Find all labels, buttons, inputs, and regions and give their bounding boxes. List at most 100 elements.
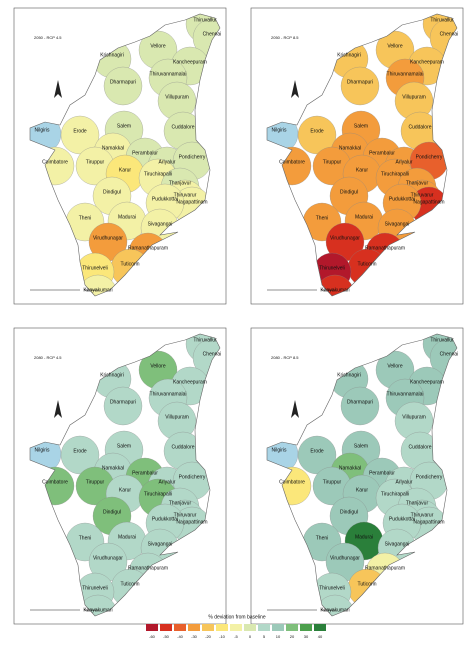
district-label: Ariyalur bbox=[159, 159, 176, 165]
district bbox=[315, 274, 355, 296]
district-label: Villupuram bbox=[165, 94, 189, 100]
legend-label: -30 bbox=[191, 634, 198, 639]
scale-label: Kilometers bbox=[84, 288, 99, 292]
district-label: Cuddalore bbox=[171, 124, 194, 130]
legend-swatch bbox=[202, 624, 214, 631]
district-label: Kanyakumari bbox=[320, 287, 349, 293]
district-label: Coimbatore bbox=[42, 159, 68, 165]
district-label: Tiruppur bbox=[86, 159, 105, 165]
district-label: Thiruvallur bbox=[430, 337, 454, 343]
district-label: Salem bbox=[117, 443, 131, 449]
district-label: Pondicherry bbox=[179, 474, 206, 480]
district-label: Kanyakumari bbox=[83, 287, 112, 293]
district-label: Ariyalur bbox=[159, 479, 176, 485]
district-label: Madurai bbox=[118, 214, 136, 220]
district-label: Dharmapuri bbox=[110, 399, 136, 405]
district-label: Thanjavur bbox=[169, 180, 192, 186]
district-label: Virudhunagar bbox=[330, 555, 360, 561]
district-label: Tiruchirapalli bbox=[381, 491, 409, 497]
district-label: Tiruchirapalli bbox=[381, 171, 409, 177]
district-label: Kanyakumari bbox=[320, 607, 349, 613]
district-label: Krishnagiri bbox=[100, 372, 124, 378]
district-label: Villupuram bbox=[402, 94, 426, 100]
district-label: Nilgiris bbox=[272, 127, 288, 133]
district-label: Pondicherry bbox=[416, 474, 443, 480]
district-label: Perambalur bbox=[369, 150, 395, 156]
district-label: Dindigul bbox=[340, 189, 358, 195]
district-label: Kanyakumari bbox=[83, 607, 112, 613]
legend-label: -40 bbox=[177, 634, 184, 639]
district-label: Vellore bbox=[387, 43, 403, 49]
district-label: Krishnagiri bbox=[100, 52, 124, 58]
district-label: Kancheepuram bbox=[410, 59, 444, 65]
district-label: Thanjavur bbox=[406, 180, 429, 186]
district-label: Nagapattinam bbox=[176, 199, 207, 205]
district-label: Tiruchirapalli bbox=[144, 491, 172, 497]
district-label: Coimbatore bbox=[279, 479, 305, 485]
district-label: Madurai bbox=[355, 534, 373, 540]
district-label: Pudukkottai bbox=[152, 196, 178, 202]
district-label: Perambalur bbox=[132, 470, 158, 476]
district-label: Kancheepuram bbox=[173, 379, 207, 385]
district-label: Namakkal bbox=[339, 465, 361, 471]
district-label: Theni bbox=[316, 215, 329, 221]
district-label: Kancheepuram bbox=[410, 379, 444, 385]
district-label: Thiruvallur bbox=[430, 17, 454, 23]
district-label: Karur bbox=[119, 167, 132, 173]
legend-title: % deviation from baseline bbox=[208, 614, 265, 620]
panel-title: 2080 - RCP 4.5 bbox=[34, 355, 62, 360]
district-label: Thiruvallur bbox=[193, 17, 217, 23]
district-label: Tiruppur bbox=[323, 159, 342, 165]
district-label: Thirunelveli bbox=[319, 265, 345, 271]
district bbox=[297, 435, 337, 475]
district-label: Theni bbox=[316, 535, 329, 541]
panel-frame bbox=[13, 7, 227, 305]
district-label: Chennai bbox=[440, 31, 459, 37]
district bbox=[340, 66, 380, 106]
district bbox=[78, 594, 118, 616]
district-label: Thiruvannamalai bbox=[387, 391, 424, 397]
panel-title: 2050 - RCP 8.5 bbox=[271, 35, 299, 40]
district-label: Thiruvallur bbox=[193, 337, 217, 343]
district-label: Pudukkottai bbox=[152, 516, 178, 522]
district-label: Krishnagiri bbox=[337, 52, 361, 58]
legend-swatch bbox=[174, 624, 186, 631]
district-label: Sivagangai bbox=[385, 221, 410, 227]
district-label: Vellore bbox=[150, 43, 166, 49]
district-label: Ramanathapuram bbox=[128, 245, 168, 251]
district-label: Namakkal bbox=[102, 145, 124, 151]
scale-label: Kilometers bbox=[321, 608, 336, 612]
north-arrow bbox=[54, 400, 62, 418]
legend-label: 10 bbox=[276, 634, 281, 639]
district-label: Sivagangai bbox=[148, 221, 173, 227]
map-panel: 2050 - RCP 4.5 Thiruvallur Chennai Krishnag… bbox=[13, 7, 227, 305]
state-outline bbox=[29, 13, 221, 297]
legend-label: 30 bbox=[304, 634, 309, 639]
district-label: Ariyalur bbox=[396, 479, 413, 485]
district-label: Krishnagiri bbox=[337, 372, 361, 378]
district bbox=[297, 115, 337, 155]
district-label: Perambalur bbox=[132, 150, 158, 156]
district-label: Thiruvarur bbox=[174, 192, 197, 198]
panel-frame bbox=[250, 327, 464, 625]
district-label: Sivagangai bbox=[148, 541, 173, 547]
district-label: Nilgiris bbox=[35, 447, 51, 453]
district-label: Chennai bbox=[203, 351, 222, 357]
district-label: Erode bbox=[310, 448, 324, 454]
district-label: Nagapattinam bbox=[176, 519, 207, 525]
district-label: Thirunelveli bbox=[82, 585, 108, 591]
district-label: Perambalur bbox=[369, 470, 395, 476]
district-label: Nilgiris bbox=[35, 127, 51, 133]
legend-swatch bbox=[272, 624, 284, 631]
district-label: Karur bbox=[119, 487, 132, 493]
district-label: Cuddalore bbox=[408, 444, 431, 450]
district-label: Cuddalore bbox=[408, 124, 431, 130]
district-label: Dharmapuri bbox=[347, 79, 373, 85]
district-label: Vellore bbox=[150, 363, 166, 369]
districts bbox=[267, 14, 457, 296]
legend-label: 40 bbox=[318, 634, 323, 639]
panel-title: 2080 - RCP 8.5 bbox=[271, 355, 299, 360]
district bbox=[103, 66, 143, 106]
district-label: Thiruvarur bbox=[174, 512, 197, 518]
